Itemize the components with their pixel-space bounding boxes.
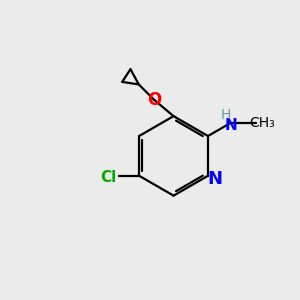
- Text: O: O: [147, 91, 161, 109]
- Text: N: N: [207, 170, 222, 188]
- Text: H: H: [220, 108, 231, 122]
- Text: Cl: Cl: [100, 170, 116, 185]
- Text: CH₃: CH₃: [250, 116, 275, 130]
- Text: N: N: [225, 118, 237, 133]
